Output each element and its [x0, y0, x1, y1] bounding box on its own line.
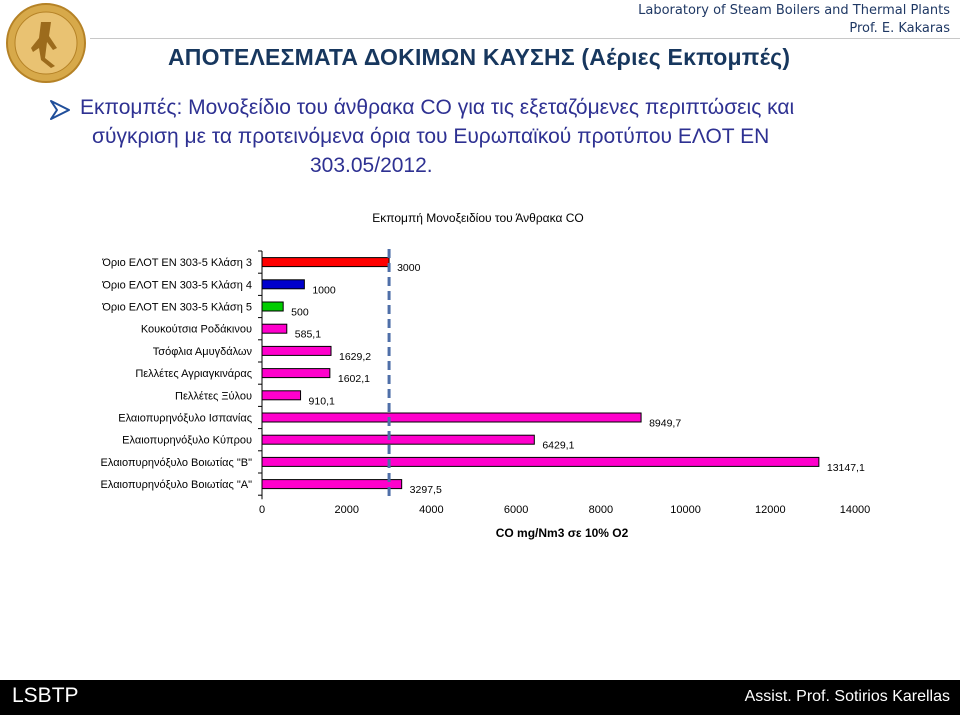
category-label: Όριο ΕΛΟΤ ΕΝ 303-5 Κλάση 3 — [101, 257, 252, 269]
footer-author: Assist. Prof. Sotirios Karellas — [744, 688, 950, 705]
value-label: 500 — [291, 307, 309, 319]
category-label: Πελλέτες Ξύλου — [175, 390, 252, 402]
plot-area: Όριο ΕΛΟΤ ΕΝ 303-5 Κλάση 3 3000 Όριο ΕΛΟΤ … — [101, 249, 871, 516]
bar — [261, 434, 535, 445]
bar — [261, 479, 403, 490]
value-label: 1629,2 — [339, 351, 371, 363]
university-logo — [6, 3, 86, 83]
bullet-text: Εκπομπές: Μονοξείδιο του άνθρακα CO για … — [80, 93, 920, 180]
x-tick-label: 12000 — [755, 504, 786, 516]
value-label: 585,1 — [295, 329, 321, 341]
bar — [261, 279, 305, 290]
category-label: Κουκούτσια Ροδάκινου — [141, 324, 252, 336]
x-tick-label: 2000 — [334, 504, 358, 516]
arrow-bullet-icon — [50, 100, 70, 120]
value-label: 3297,5 — [410, 484, 442, 496]
value-label: 6429,1 — [542, 440, 574, 452]
x-tick-label: 0 — [259, 504, 265, 516]
category-label: Ελαιοπυρηνόξυλο Βοιωτίας "Α" — [101, 479, 253, 491]
value-label: 8949,7 — [649, 418, 681, 430]
lab-header: Laboratory of Steam Boilers and Thermal … — [638, 2, 950, 38]
value-label: 3000 — [397, 262, 421, 274]
category-label: Όριο ΕΛΟΤ ΕΝ 303-5 Κλάση 4 — [101, 279, 252, 291]
x-tick-label: 14000 — [840, 504, 871, 516]
category-label: Ελαιοπυρηνόξυλο Βοιωτίας "Β" — [101, 457, 253, 469]
x-tick-label: 10000 — [670, 504, 701, 516]
category-label: Τσόφλια Αμυγδάλων — [153, 346, 253, 358]
slide-title: ΑΠΟΤΕΛΕΣΜΑΤΑ ΔΟΚΙΜΩΝ ΚΑΥΣΗΣ (Αέριες Εκπο… — [168, 44, 791, 70]
category-label: Ελαιοπυρηνόξυλο Ισπανίας — [118, 413, 252, 425]
footer-lab-acronym: LSBTP — [12, 684, 79, 707]
professor-name: Prof. E. Kakaras — [849, 21, 950, 36]
x-tick-label: 8000 — [589, 504, 613, 516]
bar — [261, 345, 332, 356]
value-label: 13147,1 — [827, 462, 865, 474]
value-label: 1602,1 — [338, 373, 370, 385]
category-label: Ελαιοπυρηνόξυλο Κύπρου — [122, 435, 252, 447]
footer-bar: LSBTP Assist. Prof. Sotirios Karellas — [0, 680, 960, 715]
x-tick-label: 4000 — [419, 504, 443, 516]
bullet-line-1: Εκπομπές: Μονοξείδιο του άνθρακα CO για … — [80, 96, 795, 119]
bar — [261, 390, 302, 401]
lab-name: Laboratory of Steam Boilers and Thermal … — [638, 3, 950, 18]
category-label: Όριο ΕΛΟΤ ΕΝ 303-5 Κλάση 5 — [101, 302, 252, 314]
bar — [261, 323, 288, 334]
chart-title: Εκπομπή Μονοξειδίου του Άνθρακα CO — [372, 211, 583, 225]
bar — [261, 412, 642, 423]
header-divider — [90, 38, 960, 39]
bullet-line-2: σύγκριση με τα προτεινόμενα όρια του Ευρ… — [92, 125, 770, 148]
co-emission-chart: Εκπομπή Μονοξειδίου του Άνθρακα CO CO mg… — [0, 195, 960, 555]
category-label: Πελλέτες Αγριαγκινάρας — [135, 368, 252, 380]
bullet-line-3: 303.05/2012. — [310, 154, 433, 177]
bar — [261, 456, 820, 467]
value-label: 1000 — [312, 284, 336, 296]
value-label: 910,1 — [309, 395, 335, 407]
bar — [261, 257, 390, 268]
bar — [261, 301, 284, 312]
chart-svg: Εκπομπή Μονοξειδίου του Άνθρακα CO CO mg… — [101, 211, 871, 540]
x-tick-label: 6000 — [504, 504, 528, 516]
bar — [261, 368, 331, 379]
x-axis-label: CO mg/Nm3 σε 10% O2 — [496, 526, 629, 540]
